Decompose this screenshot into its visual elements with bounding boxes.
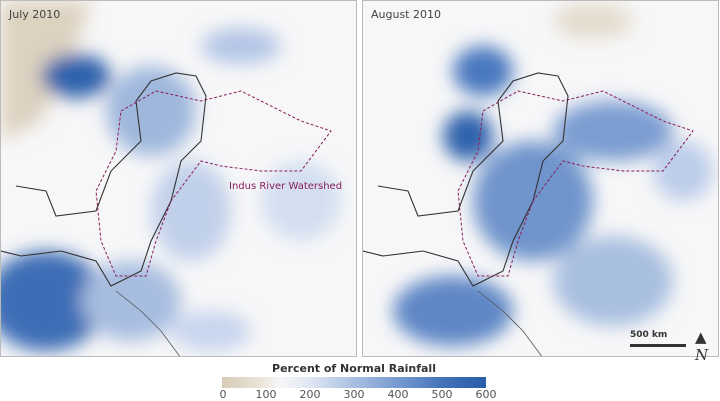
country-border — [1, 72, 207, 287]
watershed-boundary — [457, 90, 694, 277]
scale-label: 500 km — [630, 330, 668, 340]
panel-title: August 2010 — [371, 8, 441, 21]
legend-tick: 0 — [219, 388, 227, 401]
legend-color-bar — [222, 377, 486, 388]
scale-bar — [630, 344, 686, 347]
north-arrow-icon: ▲ N — [695, 328, 709, 364]
rainfall-anomaly-layer — [1, 1, 341, 351]
rainfall-anomaly-layer — [393, 3, 713, 346]
map-panel-august: August 2010 — [362, 0, 719, 357]
legend-tick: 500 — [431, 388, 453, 401]
legend-tick: 600 — [475, 388, 497, 401]
watershed-label: Indus River Watershed — [229, 181, 343, 192]
rainfall-map-july — [1, 1, 341, 356]
legend-title: Percent of Normal Rainfall — [272, 362, 436, 375]
watershed-boundary — [95, 90, 332, 277]
legend-tick: 200 — [299, 388, 321, 401]
rainfall-map-august — [363, 3, 713, 356]
panel-title: July 2010 — [9, 8, 61, 21]
map-panel-july: July 2010 Indus River Watershed — [0, 0, 357, 357]
legend-tick: 400 — [387, 388, 409, 401]
country-border — [363, 72, 569, 287]
legend-tick: 300 — [343, 388, 365, 401]
legend-tick: 100 — [255, 388, 277, 401]
